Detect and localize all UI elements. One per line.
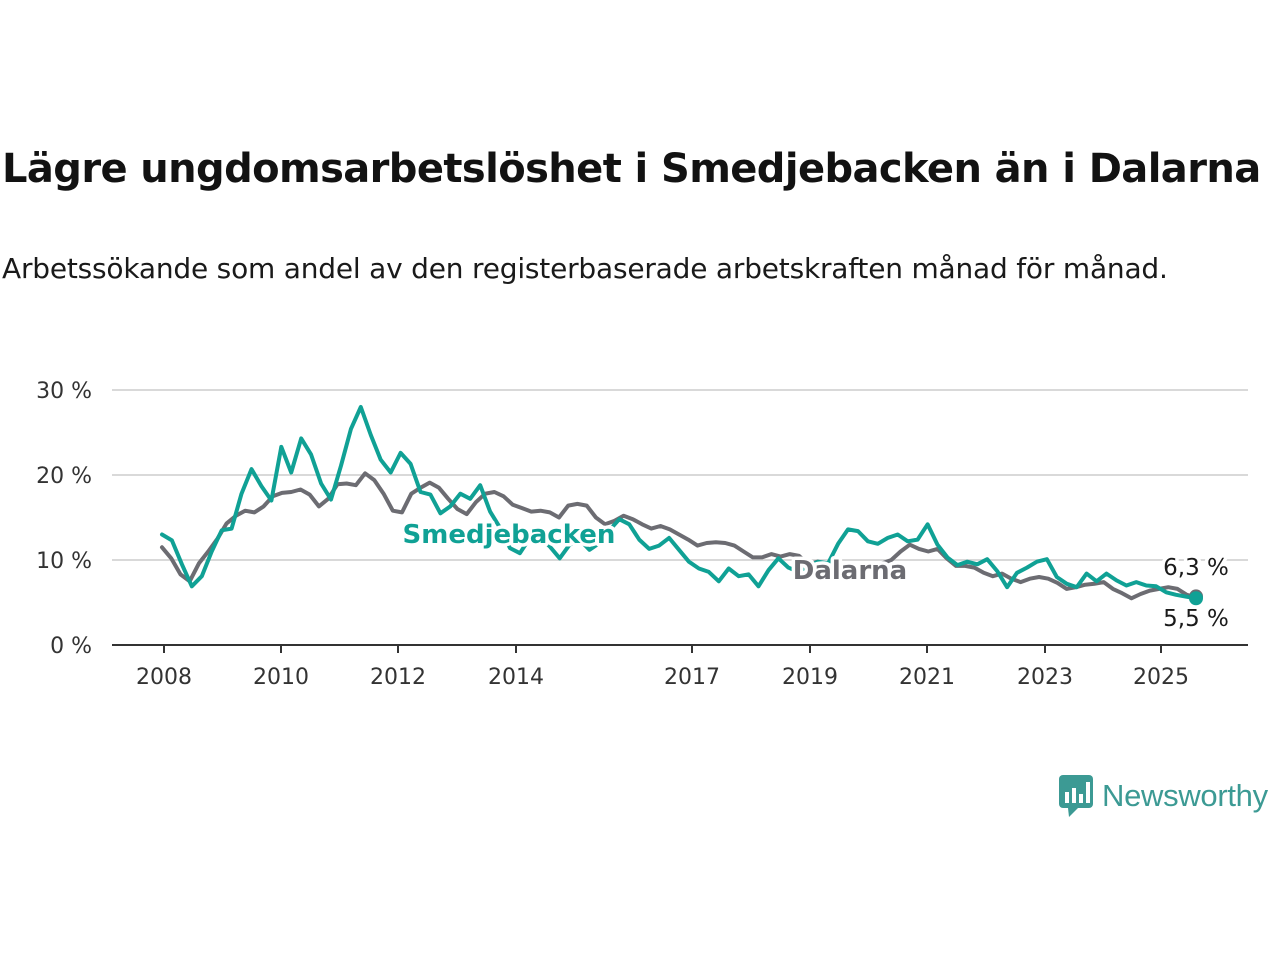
x-axis-ticks: 2008 2010 2012 2014 2017 2019 2021 2023 2025 bbox=[136, 645, 1189, 690]
line-chart: 0 % 10 % 20 % 30 % 2008 2010 2012 2014 2017 2019… bbox=[36, 379, 1248, 690]
x-tick-label: 2012 bbox=[370, 665, 426, 690]
series-line-smedjebacken bbox=[160, 405, 1198, 601]
series-label-smedjebacken-halo: Smedjebacken bbox=[403, 520, 616, 550]
x-tick-label: 2017 bbox=[664, 665, 720, 690]
y-tick-label: 10 % bbox=[36, 549, 92, 574]
end-value-dalarna: 6,3 % bbox=[1163, 555, 1229, 581]
series-label-dalarna-halo: Dalarna bbox=[793, 556, 907, 586]
x-tick-label: 2019 bbox=[782, 665, 838, 690]
y-tick-label: 20 % bbox=[36, 464, 92, 489]
series-lines bbox=[160, 405, 1203, 606]
x-tick-label: 2025 bbox=[1133, 665, 1189, 690]
y-axis-tick-labels: 0 % 10 % 20 % 30 % bbox=[36, 379, 92, 659]
x-tick-label: 2023 bbox=[1017, 665, 1073, 690]
gridlines bbox=[112, 389, 1248, 561]
newsworthy-logo-icon bbox=[1059, 775, 1093, 817]
end-value-dalarna-halo: 6,3 % bbox=[1163, 555, 1229, 581]
newsworthy-logo: Newsworthy bbox=[1058, 773, 1268, 819]
series-label-smedjebacken: Smedjebacken bbox=[403, 520, 616, 550]
end-marker-smedjebacken bbox=[1189, 591, 1203, 606]
y-tick-label: 0 % bbox=[50, 634, 92, 659]
y-tick-label: 30 % bbox=[36, 379, 92, 404]
chart-title: Lägre ungdomsarbetslöshet i Smedjebacken… bbox=[2, 146, 1261, 192]
x-tick-label: 2010 bbox=[253, 665, 309, 690]
newsworthy-logo-text: Newsworthy bbox=[1102, 778, 1268, 813]
x-tick-label: 2014 bbox=[488, 665, 544, 690]
series-label-dalarna: Dalarna bbox=[793, 556, 907, 586]
series-line-dalarna bbox=[160, 471, 1198, 601]
end-value-smedjebacken: 5,5 % bbox=[1163, 606, 1229, 632]
x-tick-label: 2021 bbox=[899, 665, 955, 690]
chart-subtitle: Arbetssökande som andel av den registerb… bbox=[2, 252, 1168, 285]
end-value-smedjebacken-halo: 5,5 % bbox=[1163, 606, 1229, 632]
x-tick-label: 2008 bbox=[136, 665, 192, 690]
